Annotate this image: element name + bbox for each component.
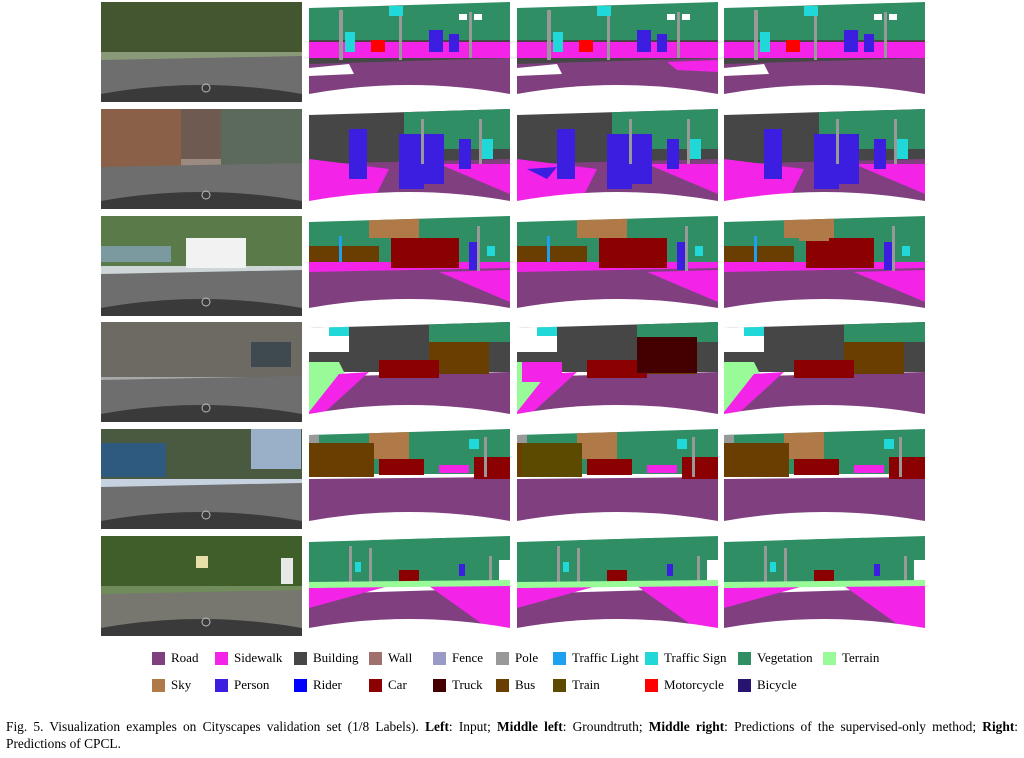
legend-swatch: [496, 678, 509, 692]
groundtruth-map: [309, 2, 510, 102]
legend-label: Motorcycle: [664, 677, 724, 692]
cpcl-prediction-map: [724, 2, 925, 102]
legend-item-building: Building: [294, 651, 359, 665]
legend-label: Road: [171, 650, 199, 665]
legend-label: Truck: [452, 677, 483, 692]
cpcl-prediction-map: [724, 322, 925, 422]
legend-swatch: [215, 651, 228, 665]
caption-middle-right-desc: : Predictions of the supervised-only met…: [724, 719, 983, 734]
legend-swatch: [215, 678, 228, 692]
supervised-prediction-map: [517, 109, 718, 209]
figure-caption: Fig. 5. Visualization examples on Citysc…: [6, 718, 1018, 752]
input-image: [101, 322, 302, 422]
legend-label: Train: [572, 677, 600, 692]
legend-item-train: Train: [553, 678, 600, 692]
cpcl-prediction-map: [724, 536, 925, 636]
legend-item-traffic-light: Traffic Light: [553, 651, 639, 665]
legend-swatch: [553, 651, 566, 665]
legend-label: Fence: [452, 650, 484, 665]
supervised-prediction-map: [517, 322, 718, 422]
legend-item-bus: Bus: [496, 678, 535, 692]
legend-label: Bicycle: [757, 677, 797, 692]
cpcl-prediction-map: [724, 109, 925, 209]
cpcl-prediction-map: [724, 216, 925, 316]
legend-swatch: [553, 678, 566, 692]
caption-left-desc: : Input;: [448, 719, 498, 734]
legend-swatch: [369, 651, 382, 665]
caption-middle-left-label: Middle left: [497, 719, 563, 734]
legend-swatch: [294, 651, 307, 665]
legend-swatch: [433, 678, 446, 692]
legend-item-road: Road: [152, 651, 198, 665]
supervised-prediction-map: [517, 429, 718, 529]
legend-label: Traffic Sign: [664, 650, 727, 665]
groundtruth-map: [309, 109, 510, 209]
legend-item-terrain: Terrain: [823, 651, 879, 665]
legend-swatch: [496, 651, 509, 665]
legend-swatch: [645, 678, 658, 692]
input-image: [101, 216, 302, 316]
legend-label: Person: [234, 677, 270, 692]
legend-label: Rider: [313, 677, 342, 692]
legend-item-vegetation: Vegetation: [738, 651, 813, 665]
caption-right-desc: : Predictions of CPCL.: [6, 719, 1019, 751]
legend-item-motorcycle: Motorcycle: [645, 678, 724, 692]
legend-label: Traffic Light: [572, 650, 639, 665]
groundtruth-map: [309, 216, 510, 316]
input-image: [101, 536, 302, 636]
legend-item-car: Car: [369, 678, 407, 692]
legend-label: Bus: [515, 677, 536, 692]
legend-item-wall: Wall: [369, 651, 412, 665]
legend-item-truck: Truck: [433, 678, 483, 692]
caption-middle-left-desc: : Groundtruth;: [562, 719, 649, 734]
caption-right-label: Right: [982, 719, 1015, 734]
supervised-prediction-map: [517, 536, 718, 636]
legend-swatch: [433, 651, 446, 665]
legend-swatch: [152, 651, 165, 665]
groundtruth-map: [309, 322, 510, 422]
legend-item-pole: Pole: [496, 651, 538, 665]
legend-swatch: [369, 678, 382, 692]
legend-swatch: [823, 651, 836, 665]
legend-label: Sidewalk: [234, 650, 283, 665]
groundtruth-map: [309, 429, 510, 529]
legend-label: Pole: [515, 650, 539, 665]
legend-item-sky: Sky: [152, 678, 191, 692]
caption-fig-label: Fig. 5.: [6, 719, 44, 734]
legend-item-person: Person: [215, 678, 269, 692]
legend-swatch: [738, 678, 751, 692]
caption-left-label: Left: [425, 719, 449, 734]
legend-swatch: [294, 678, 307, 692]
legend-label: Sky: [171, 677, 192, 692]
legend-item-fence: Fence: [433, 651, 483, 665]
groundtruth-map: [309, 536, 510, 636]
legend-item-rider: Rider: [294, 678, 342, 692]
legend-item-sidewalk: Sidewalk: [215, 651, 282, 665]
legend-swatch: [738, 651, 751, 665]
legend-swatch: [152, 678, 165, 692]
caption-middle-right-label: Middle right: [648, 719, 725, 734]
legend-item-bicycle: Bicycle: [738, 678, 797, 692]
legend-item-traffic-sign: Traffic Sign: [645, 651, 726, 665]
legend-label: Car: [388, 677, 407, 692]
supervised-prediction-map: [517, 216, 718, 316]
input-image: [101, 109, 302, 209]
legend-label: Terrain: [842, 650, 880, 665]
figure-grid: [101, 2, 925, 636]
input-image: [101, 429, 302, 529]
legend-swatch: [645, 651, 658, 665]
caption-text: Visualization examples on Cityscapes val…: [43, 719, 426, 734]
legend-label: Wall: [388, 650, 413, 665]
input-image: [101, 2, 302, 102]
legend-label: Vegetation: [757, 650, 813, 665]
cpcl-prediction-map: [724, 429, 925, 529]
legend-label: Building: [313, 650, 359, 665]
supervised-prediction-map: [517, 2, 718, 102]
